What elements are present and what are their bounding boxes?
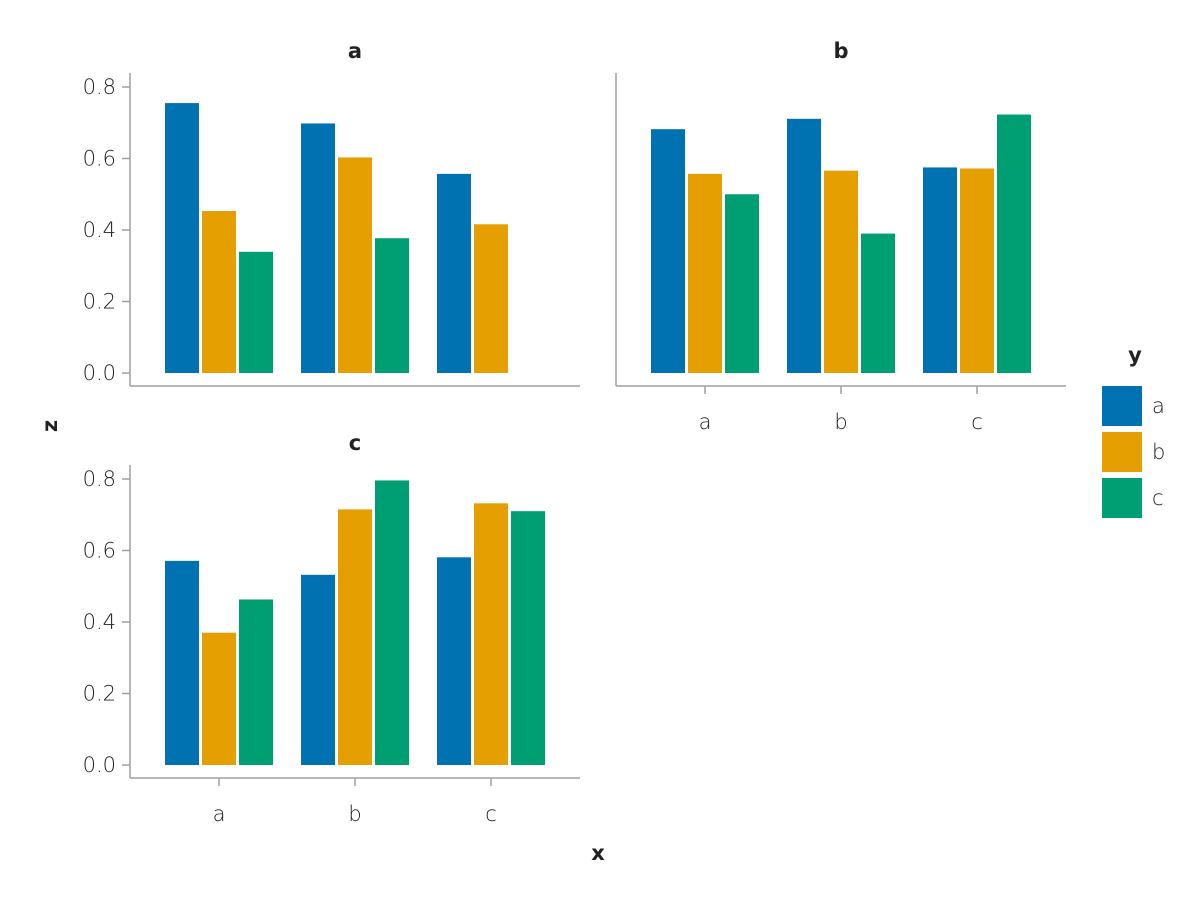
bar-c-b-b — [338, 509, 372, 765]
bar-b-a-b — [688, 173, 722, 373]
facet-title: c — [349, 431, 361, 455]
y-tick-label: 0.0 — [83, 361, 116, 385]
y-tick-label: 0.8 — [83, 467, 116, 491]
y-tick-label: 0.6 — [83, 147, 116, 171]
legend-title: y — [1128, 343, 1142, 367]
bar-c-b-a — [301, 574, 335, 765]
y-tick-label: 0.2 — [83, 682, 116, 706]
y-tick-label: 0.4 — [83, 610, 116, 634]
facet-panel-a: a 0.0 0.2 0.4 0.6 0.8 — [83, 39, 580, 387]
x-tick-label: c — [971, 410, 983, 434]
bar-b-b-b — [824, 170, 858, 373]
bar-a-b-b — [338, 157, 372, 373]
x-tick-label: a — [699, 410, 712, 434]
x-tick-label: c — [485, 802, 497, 826]
legend-label-a: a — [1152, 394, 1165, 418]
bar-a-a-b — [202, 211, 236, 373]
legend-swatch-a — [1102, 386, 1142, 426]
bar-b-a-a — [651, 129, 685, 373]
bar-b-b-a — [787, 118, 821, 373]
legend-swatch-c — [1102, 478, 1142, 518]
legend-swatch-b — [1102, 432, 1142, 472]
x-tick-label: b — [348, 802, 361, 826]
y-tick-label: 0.8 — [83, 75, 116, 99]
facet-title: a — [348, 39, 362, 63]
bar-a-b-c — [375, 238, 409, 373]
y-tick-label: 0.4 — [83, 218, 116, 242]
bar-b-c-a — [923, 167, 957, 373]
bar-a-c-b — [474, 224, 508, 373]
x-tick-label: b — [834, 410, 847, 434]
bar-c-c-a — [437, 557, 471, 765]
bar-a-b-a — [301, 123, 335, 373]
legend-label-b: b — [1152, 440, 1165, 464]
bar-c-a-c — [239, 599, 273, 765]
facet-panel-c: c 0.0 0.2 0.4 0.6 0.8 a b c — [83, 431, 580, 826]
bar-a-c-a — [437, 173, 471, 373]
legend-label-c: c — [1152, 486, 1164, 510]
bar-a-a-c — [239, 251, 273, 373]
x-axis-title: x — [591, 841, 605, 865]
bar-c-a-a — [165, 560, 199, 765]
legend: y abc — [1102, 343, 1165, 518]
bar-b-c-c — [997, 114, 1031, 373]
y-tick-label: 0.2 — [83, 290, 116, 314]
bar-c-c-c — [511, 511, 545, 765]
bar-a-a-a — [165, 103, 199, 374]
bar-b-a-c — [725, 194, 759, 373]
facet-panel-b: b a b c — [615, 39, 1066, 434]
bar-c-b-c — [375, 480, 409, 765]
bar-c-a-b — [202, 632, 236, 765]
bar-b-b-c — [861, 233, 895, 373]
bar-b-c-b — [960, 168, 994, 373]
bar-c-c-b — [474, 503, 508, 765]
facet-title: b — [833, 39, 848, 63]
y-axis-title: z — [38, 420, 62, 432]
y-tick-label: 0.6 — [83, 539, 116, 563]
y-tick-label: 0.0 — [83, 753, 116, 777]
x-tick-label: a — [213, 802, 226, 826]
facets: a 0.0 0.2 0.4 0.6 0.8 b a b c c 0.0 0.2 0.4 0.6 0.8 a b c — [83, 39, 1066, 826]
